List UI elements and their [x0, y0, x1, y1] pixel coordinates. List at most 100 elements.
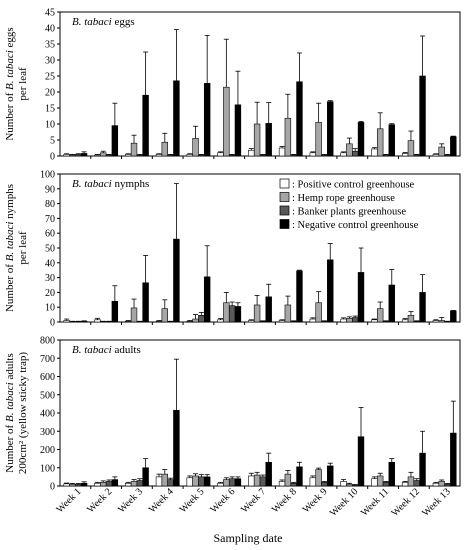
y-tick-label: 300 [40, 427, 55, 438]
legend-swatch [279, 192, 290, 202]
bar [419, 292, 426, 323]
x-tick-label: Week 6 [208, 486, 237, 515]
bar [253, 304, 261, 323]
bar [234, 478, 242, 487]
y-axis-label: Number of B. tabaci adults200cm² (yellow… [4, 352, 29, 474]
y-tick-label: 70 [45, 214, 55, 225]
x-tick-label: Week 2 [85, 486, 114, 515]
y-tick-label: 90 [45, 184, 55, 195]
bar [142, 282, 149, 323]
bar [407, 140, 415, 157]
bar [111, 125, 119, 157]
bar [253, 123, 261, 157]
legend-swatch [279, 178, 290, 189]
bar [327, 465, 334, 487]
bar [75, 154, 82, 157]
bar [136, 154, 144, 157]
bar [352, 317, 359, 323]
legend-label: : Positive control greenhouse [292, 180, 415, 191]
bar [259, 476, 267, 487]
bar [63, 320, 70, 323]
bar [309, 318, 317, 323]
bar [100, 152, 107, 157]
y-tick-label: 100 [40, 463, 55, 474]
bar [401, 153, 409, 157]
bar [432, 320, 440, 323]
bar [438, 146, 445, 157]
bar [321, 320, 328, 323]
y-tick-label: 100 [40, 170, 55, 181]
bar [444, 483, 451, 487]
bar [340, 152, 347, 157]
bar [265, 461, 272, 487]
x-axis-title: Sampling date [214, 531, 283, 545]
bar [198, 154, 205, 157]
bar [161, 473, 168, 487]
bar [94, 319, 101, 323]
bar [382, 482, 390, 487]
bar [173, 80, 180, 157]
legend-label: : Negative control greenhouse [292, 220, 419, 231]
y-tick-label: 40 [45, 258, 55, 269]
bar [80, 320, 88, 323]
bar [173, 238, 180, 323]
bar [382, 154, 390, 157]
bar [155, 320, 163, 323]
bar [203, 83, 211, 157]
bar [352, 150, 359, 157]
bar [371, 478, 378, 487]
x-tick-label: Week 3 [116, 486, 145, 515]
bar [223, 86, 230, 157]
bar [69, 321, 76, 323]
bar [94, 482, 101, 487]
bar [186, 477, 193, 487]
bar [167, 321, 174, 323]
bar [407, 476, 415, 487]
x-tick-label: Week 1 [55, 486, 84, 515]
x-tick-label: Week 9 [301, 486, 330, 515]
y-tick-label: 700 [40, 354, 55, 365]
panel-title: B. tabaci adults [72, 344, 141, 356]
y-tick-label: 0 [50, 482, 55, 493]
bar [432, 154, 440, 157]
y-tick-label: 25 [45, 72, 55, 83]
bar [346, 143, 353, 157]
bar [186, 154, 193, 157]
bar [371, 148, 378, 157]
bar [259, 154, 267, 157]
bar [167, 154, 174, 157]
bar [192, 475, 199, 487]
legend-swatch [279, 219, 290, 229]
x-tick-label: Week 11 [359, 486, 391, 518]
bar [290, 154, 297, 157]
y-tick-label: 0 [50, 152, 55, 163]
bar [142, 94, 149, 157]
bar [438, 320, 445, 323]
bar [155, 476, 163, 487]
bar [376, 475, 384, 487]
bar [100, 321, 107, 323]
y-tick-label: 5 [50, 136, 55, 147]
chart-panel-2: 0 10 20 30 40 50 60 70 80 90 100 B. tabaci nymphs Nu… [4, 170, 461, 329]
y-tick-label: 30 [45, 273, 55, 284]
bar [100, 482, 107, 487]
plot-frame [59, 173, 461, 323]
bar [284, 473, 292, 487]
bar [234, 104, 242, 157]
bar [284, 304, 292, 323]
y-tick-label: 400 [40, 409, 55, 420]
bar [125, 482, 132, 487]
y-tick-label: 15 [45, 104, 55, 115]
y-tick-label: 200 [40, 445, 55, 456]
bar [296, 466, 303, 487]
y-tick-label: 10 [45, 120, 55, 131]
chart-panel-1: 0 5 10 15 20 25 30 35 40 45 B. tabaci eggs Number o… [4, 8, 461, 163]
bar [142, 467, 149, 487]
bar [161, 308, 168, 323]
x-tick-label: Week 8 [270, 486, 299, 515]
bar [125, 154, 132, 157]
bar [167, 479, 174, 487]
bar [309, 477, 317, 487]
bar [407, 315, 415, 323]
